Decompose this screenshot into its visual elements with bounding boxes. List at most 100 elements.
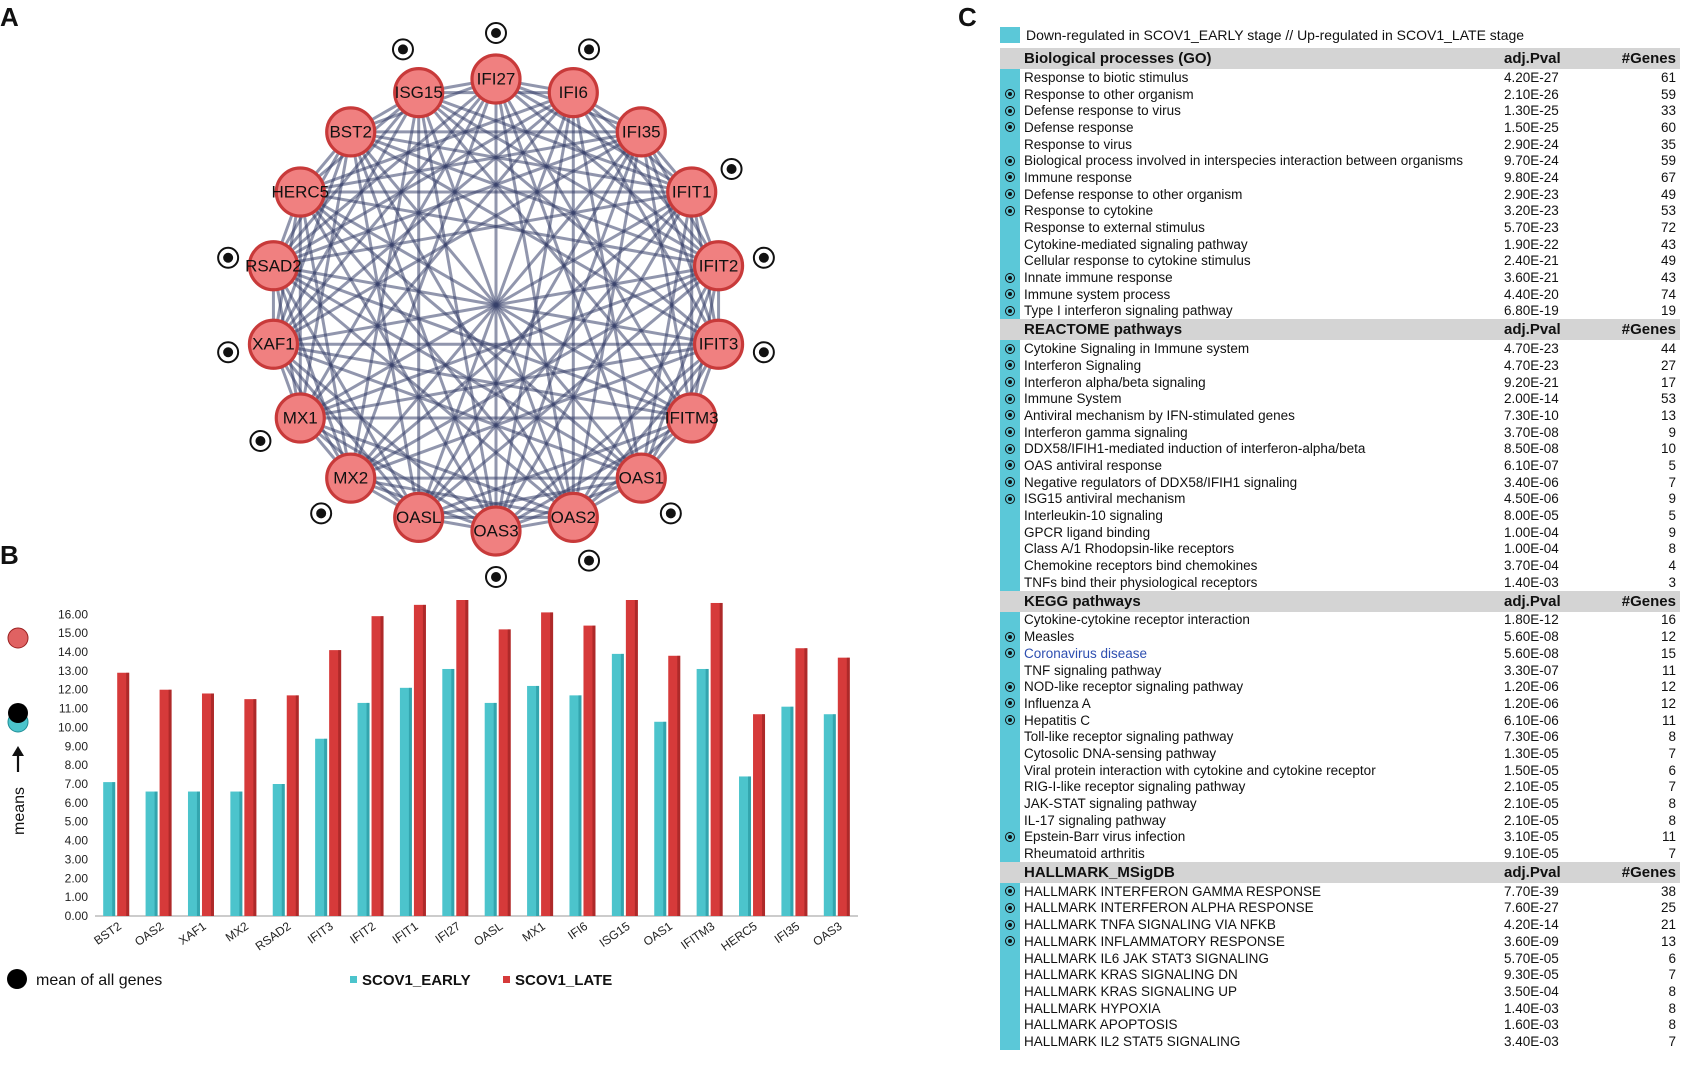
gene-node-circle — [547, 67, 599, 119]
row-pval: 9.70E-24 — [1504, 153, 1559, 169]
gene-node[interactable]: OAS2 — [547, 491, 599, 543]
network-edge — [494, 131, 643, 532]
table-row: ISG15 antiviral mechanism 4.50E-06 9 — [1000, 490, 1680, 508]
legend-early-swatch — [350, 976, 357, 983]
table-row: Cytokine-mediated signaling pathway 1.90E… — [1000, 235, 1680, 253]
row-pval: 3.70E-04 — [1504, 558, 1559, 574]
bar-shade — [493, 702, 497, 916]
row-indicator — [1000, 302, 1020, 320]
marker-icon — [1005, 886, 1015, 897]
row-gene-count: 13 — [1660, 407, 1676, 423]
table-row: Measles 5.60E-08 12 — [1000, 628, 1680, 645]
table-row: Chemokine receptors bind chemokines 3.70E… — [1000, 557, 1680, 574]
network-edge — [272, 91, 421, 345]
row-pval: 1.20E-06 — [1504, 679, 1559, 695]
row-name: Measles — [1024, 629, 1075, 645]
gene-node-circle — [615, 106, 667, 158]
table-row: Response to other organism 2.10E-26 59 — [1000, 85, 1680, 103]
row-pval: 4.70E-23 — [1504, 341, 1559, 357]
gene-node[interactable]: IFI6 — [547, 67, 599, 119]
row-pval: 3.40E-06 — [1504, 474, 1559, 490]
gene-node[interactable]: BST2 — [325, 106, 377, 158]
legend-early: SCOV1_EARLY — [362, 972, 471, 989]
gene-node-label: IFIT2 — [699, 256, 739, 275]
table-row[interactable]: Coronavirus disease 5.60E-08 15 — [1000, 645, 1680, 662]
bar-shade — [112, 782, 116, 916]
gene-node[interactable]: MX2 — [325, 452, 377, 504]
network-edge — [299, 91, 575, 419]
row-name: IL-17 signaling pathway — [1024, 812, 1166, 828]
section-header: HALLMARK_MSigDB adj.Pval #Genes — [1000, 861, 1680, 883]
bar-shade — [338, 650, 342, 916]
gene-node[interactable]: IFIT2 — [692, 240, 745, 292]
row-pval: 7.70E-39 — [1504, 883, 1559, 899]
row-name: Response to biotic stimulus — [1024, 69, 1189, 85]
gene-node[interactable]: IFI35 — [615, 106, 667, 158]
network-edge — [417, 91, 720, 268]
row-name[interactable]: Coronavirus disease — [1024, 645, 1148, 661]
table-row: HALLMARK INTERFERON ALPHA RESPONSE 7.60E-… — [1000, 899, 1680, 917]
row-indicator — [1000, 557, 1020, 574]
marker-icon — [217, 246, 240, 269]
row-pval: 5.60E-08 — [1504, 645, 1559, 661]
y-tick-label: 13.00 — [58, 664, 88, 678]
gene-node[interactable]: IFIT3 — [692, 318, 745, 370]
marker-icon — [1005, 393, 1015, 404]
bar-shade — [846, 657, 850, 916]
table-row: Defense response to other organism 2.90E-… — [1000, 185, 1680, 203]
row-gene-count: 8 — [1668, 796, 1676, 812]
all-mean-dot-icon — [8, 703, 28, 723]
gene-node[interactable]: HERC5 — [271, 166, 329, 218]
row-pval: 1.40E-03 — [1504, 1000, 1559, 1016]
row-name: Defense response to virus — [1024, 103, 1181, 119]
table-row: Interleukin-10 signaling 8.00E-05 5 — [1000, 507, 1680, 524]
bar-shade — [154, 791, 158, 916]
x-category-label: IFI27 — [433, 919, 464, 946]
gene-node[interactable]: OAS1 — [615, 452, 667, 504]
row-pval: 4.50E-06 — [1504, 491, 1559, 507]
x-category-label: OAS3 — [810, 919, 845, 949]
gene-node[interactable]: ISG15 — [393, 67, 445, 119]
x-category-label: MX2 — [223, 919, 252, 945]
enrichment-legend-text: Down-regulated in SCOV1_EARLY stage // U… — [1026, 27, 1525, 43]
network-edge — [272, 131, 353, 345]
gene-node[interactable]: XAF1 — [247, 318, 300, 370]
legend-late: SCOV1_LATE — [515, 972, 612, 989]
gene-node[interactable]: RSAD2 — [245, 240, 302, 292]
section-title: REACTOME pathways — [1024, 321, 1183, 339]
network-edge — [417, 91, 693, 419]
section-col-pval: adj.Pval — [1504, 50, 1561, 67]
marker-icon — [1005, 122, 1015, 133]
network-edge — [273, 190, 692, 268]
gene-node[interactable]: MX1 — [274, 392, 326, 444]
table-row: Immune response 9.80E-24 67 — [1000, 169, 1680, 186]
marker-icon — [752, 246, 775, 269]
enrichment-legend: Down-regulated in SCOV1_EARLY stage // U… — [1000, 22, 1680, 48]
network-edge — [495, 416, 693, 533]
table-row: Biological process involved in interspec… — [1000, 152, 1680, 170]
bar-shade — [210, 693, 214, 916]
gene-node[interactable]: IFITM3 — [665, 392, 719, 444]
y-tick-label: 3.00 — [65, 852, 89, 866]
gene-node[interactable]: IFIT1 — [666, 166, 718, 218]
gene-node-circle — [692, 240, 745, 292]
row-indicator — [1000, 761, 1020, 779]
row-gene-count: 6 — [1668, 950, 1676, 966]
section-col-genes: #Genes — [1621, 863, 1676, 881]
gene-node[interactable]: OASL — [393, 491, 445, 543]
marker-icon — [1005, 443, 1015, 454]
gene-node-label: OASL — [396, 508, 441, 527]
row-pval: 5.60E-08 — [1504, 629, 1559, 645]
table-row: HALLMARK KRAS SIGNALING UP 3.50E-04 8 — [1000, 983, 1680, 1000]
gene-node[interactable]: OAS3 — [470, 505, 522, 557]
table-row: DDX58/IFIH1-mediated induction of interf… — [1000, 440, 1680, 458]
row-name: ISG15 antiviral mechanism — [1024, 491, 1186, 507]
row-gene-count: 13 — [1660, 933, 1676, 949]
network-edge — [299, 191, 575, 519]
row-gene-count: 12 — [1660, 679, 1676, 695]
row-indicator — [1000, 523, 1020, 541]
marker-icon — [1005, 831, 1015, 842]
row-pval: 4.20E-14 — [1504, 917, 1559, 933]
gene-node[interactable]: IFI27 — [470, 53, 522, 105]
row-gene-count: 12 — [1660, 695, 1676, 711]
